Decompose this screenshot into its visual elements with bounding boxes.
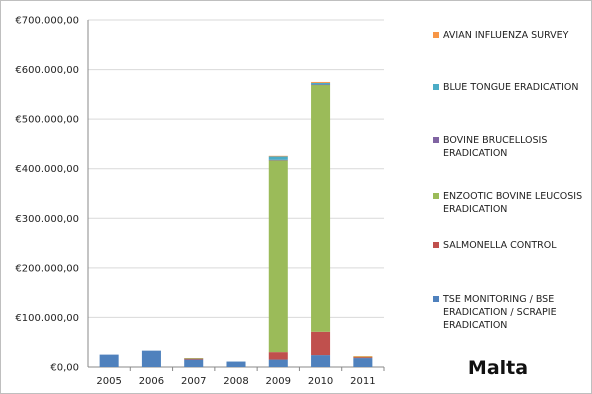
bar-segment [311,355,331,367]
legend-swatch [433,84,439,90]
bar-segment [311,84,331,332]
legend-swatch [433,193,439,199]
bar-segment [311,84,331,86]
bar-segment [184,358,204,359]
bar-segment [311,81,331,83]
bar-segment [353,356,373,358]
legend-label: ERADICATION [443,204,507,215]
bar-segment [226,361,246,367]
legend-label: TSE MONITORING / BSE [442,294,554,305]
bar-segment [184,359,204,367]
bars [99,81,373,367]
x-tick-label: 2005 [96,376,121,387]
bar-segment [268,352,288,360]
legend-label: ERADICATION [443,148,507,159]
legend-swatch [433,296,439,302]
legend-entry: AVIAN INFLUENZA SURVEY [433,30,569,41]
legend-label: BOVINE BRUCELLOSIS [443,135,547,146]
bar-segment [141,350,161,367]
bar-segment [353,356,373,357]
bar-segment [184,358,204,360]
y-tick-label: €200.000,00 [15,263,79,274]
legend-entry: BOVINE BRUCELLOSIS ERADICATION [433,135,547,159]
bar-segment [268,155,288,157]
y-tick-label: €400.000,00 [15,164,79,175]
y-tick-label: €600.000,00 [15,65,79,76]
legend-label: AVIAN INFLUENZA SURVEY [443,30,569,41]
bar-segment [353,358,373,367]
bar-segment [311,82,331,85]
bar-segment [311,331,331,356]
x-tick-label: 2006 [139,376,164,387]
bar-segment [268,160,288,353]
y-tick-label: €500.000,00 [15,115,79,126]
x-tick-label: 2007 [181,376,206,387]
legend-label: SALMONELLA CONTROL [443,240,557,251]
legend-entry: TSE MONITORING / BSE ERADICATION / SCRAPI… [433,294,557,331]
legend-label: ERADICATION [443,320,507,331]
y-tick-label: €0,00 [50,363,79,374]
y-tick-label: €300.000,00 [15,214,79,225]
bar-segment [99,354,119,367]
y-tick-label: €100.000,00 [15,313,79,324]
legend-entry: BLUE TONGUE ERADICATION [433,82,578,93]
legend-label: ERADICATION / SCRAPIE [443,307,557,318]
legend-swatch [433,242,439,248]
bar-segment [353,357,373,359]
x-tick-label: 2009 [266,376,291,387]
x-tick-label: 2008 [223,376,248,387]
legend-swatch [433,32,439,38]
x-tick-label: 2010 [308,376,333,387]
y-tick-label: €700.000,00 [15,16,79,27]
legend-label: BLUE TONGUE ERADICATION [443,82,578,93]
legend-entry: SALMONELLA CONTROL [433,240,557,251]
legend-label: ENZOOTIC BOVINE LEUCOSIS [443,191,582,202]
x-tick-label: 2011 [350,376,375,387]
bar-segment [268,159,288,161]
legend-swatch [433,137,439,143]
chart-title: Malta [468,357,528,379]
bar-segment [268,359,288,367]
legend: AVIAN INFLUENZA SURVEY BLUE TONGUE ERADIC… [433,30,582,331]
bar-segment [268,156,288,160]
legend-entry: ENZOOTIC BOVINE LEUCOSIS ERADICATION [433,191,582,215]
gridlines [88,19,384,318]
